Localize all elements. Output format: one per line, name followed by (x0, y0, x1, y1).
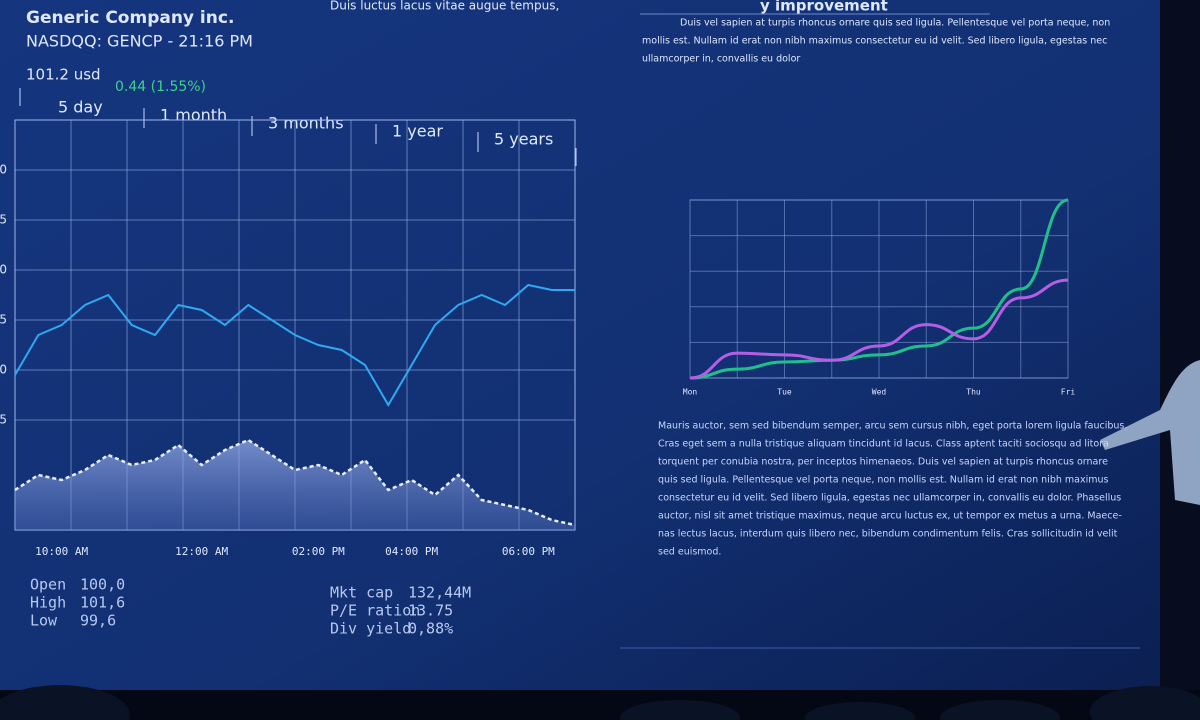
price: 101.2 usd (26, 66, 101, 84)
x-tick-label: 12:00 AM (175, 545, 228, 558)
y-tick-label: 0,0 (0, 363, 7, 377)
body-line: consectetur eu id velit. Sed libero ligu… (658, 493, 1121, 504)
top-text: Duis luctus lacus vitae augue tempus, (330, 0, 559, 13)
y-tick-label: 1,0 (0, 263, 7, 277)
line (689, 198, 1069, 380)
line (14, 438, 576, 527)
y-tick-label: -0,5 (0, 413, 7, 427)
body-line: torquent per conubia nostra, per incepto… (658, 457, 1108, 468)
company-name: Generic Company inc. (26, 8, 234, 28)
body-line: sed euismod. (658, 547, 721, 558)
stat-label: Low (30, 612, 58, 630)
stat-label: Mkt cap (330, 584, 393, 602)
x-tick-label: 04:00 PM (385, 545, 438, 558)
range-tab[interactable]: 1 month (160, 106, 227, 125)
screen (0, 0, 1160, 690)
wall (1160, 0, 1200, 720)
body-line: Cras eget sem a nulla tristique aliquam … (658, 439, 1109, 450)
y-tick-label: 0,5 (0, 313, 7, 327)
x-tick-label: 06:00 PM (502, 545, 555, 558)
stat-label: Div yield (330, 620, 411, 638)
body-line: nas lectus lacus, interdum quis libero n… (658, 529, 1118, 540)
stat-value: 132,44M (408, 584, 471, 602)
body-line: auctor, nisl sit amet tristique maximus,… (658, 511, 1122, 522)
price-change: 0.44 (1.55%) (115, 79, 206, 95)
audience (0, 685, 1200, 720)
y-tick-label: 1,5 (0, 213, 7, 227)
x-tick-label: Wed (872, 388, 887, 397)
presenter (1100, 360, 1200, 505)
range-tab[interactable]: 5 day (58, 98, 103, 117)
x-tick-label: Tue (777, 388, 792, 397)
x-tick-label: Thu (966, 388, 981, 397)
range-tab[interactable]: 5 years (494, 130, 553, 149)
body-line: Mauris auctor, sem sed bibendum semper, … (658, 421, 1127, 432)
line (689, 278, 1069, 380)
range-tab[interactable]: 1 year (392, 122, 443, 141)
range-tab[interactable]: 3 months (268, 114, 344, 133)
stat-label: Open (30, 576, 66, 594)
x-tick-label: Fri (1061, 388, 1076, 397)
stat-label: High (30, 594, 66, 612)
stat-value: 13.75 (408, 602, 453, 620)
stat-value: 0,88% (408, 620, 453, 638)
x-tick-label: 10:00 AM (35, 545, 88, 558)
stat-label: P/E ration (330, 602, 420, 620)
stat-value: 99,6 (80, 612, 116, 630)
area (15, 440, 575, 530)
intro-line: mollis est. Nullam id erat non nibh maxi… (642, 36, 1107, 47)
section-title: y improvement (760, 0, 888, 15)
stat-value: 100,0 (80, 576, 125, 594)
line (14, 283, 575, 407)
body-line: quis sed ligula. Pellentesque vel porta … (658, 475, 1109, 486)
ticker: NASDQQ: GENCP - 21:16 PM (26, 32, 253, 51)
intro-line: Duis vel sapien at turpis rhoncus ornare… (680, 18, 1110, 29)
y-tick-label: 2,0 (0, 163, 7, 177)
stat-value: 101,6 (80, 594, 125, 612)
x-tick-label: 02:00 PM (292, 545, 345, 558)
plot-frame (689, 199, 1069, 379)
x-tick-label: Mon (683, 388, 698, 397)
intro-line: ullamcorper in, convallis eu dolor (642, 54, 800, 65)
